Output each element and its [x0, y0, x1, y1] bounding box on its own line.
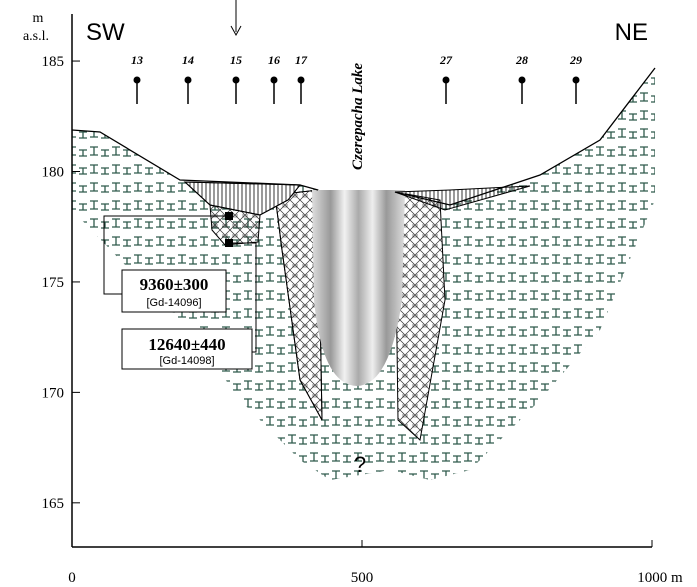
borehole-label: 16 [268, 53, 280, 67]
lake-water [312, 190, 405, 386]
x-tick-label: 500 [351, 570, 374, 586]
y-tick-label: 185 [42, 54, 65, 70]
borehole-head [297, 76, 305, 84]
borehole-head [232, 76, 240, 84]
borehole-label: 28 [515, 53, 528, 67]
x-tick-label: 1000 m [637, 570, 683, 586]
date-box-2 [121, 328, 253, 370]
lake-label: Czerepacha Lake [350, 63, 366, 170]
sample-2 [225, 239, 233, 247]
borehole-head [184, 76, 192, 84]
date-connectors [103, 215, 257, 353]
y-tick-label: 180 [42, 164, 65, 180]
y-unit-note: a.s.l. [23, 29, 49, 44]
layers [71, 67, 656, 480]
karst-fill-left-pattern [274, 189, 323, 421]
ground-surface [71, 67, 656, 206]
borehole-label: 29 [569, 53, 582, 67]
date-box-1 [121, 269, 227, 313]
borehole-head [270, 76, 278, 84]
borehole-label: 13 [131, 53, 143, 67]
borehole-label: 27 [439, 53, 453, 67]
sediment-right [394, 185, 531, 211]
direction-sw: SW [86, 19, 125, 46]
date-age: 9360±300 [140, 275, 209, 294]
y-unit: m [33, 11, 44, 26]
date-age: 12640±440 [148, 335, 225, 354]
borehole-label: 15 [230, 53, 242, 67]
sample-1 [225, 212, 233, 220]
borehole-label: 14 [182, 53, 194, 67]
borehole-head [133, 76, 141, 84]
unknown-depth: ? [354, 452, 366, 477]
y-tick-label: 175 [42, 275, 65, 291]
borehole-head [518, 76, 526, 84]
location-arrow [230, 0, 242, 37]
date-lab: [Gd-14098] [159, 355, 214, 367]
borehole-head [442, 76, 450, 84]
direction-ne: NE [615, 19, 648, 46]
borehole-label: 17 [295, 53, 308, 67]
x-tick-label: 0 [68, 570, 76, 586]
y-tick-label: 170 [42, 385, 65, 401]
y-tick-label: 165 [42, 496, 65, 512]
date-lab: [Gd-14096] [146, 297, 201, 309]
borehole-head [572, 76, 580, 84]
